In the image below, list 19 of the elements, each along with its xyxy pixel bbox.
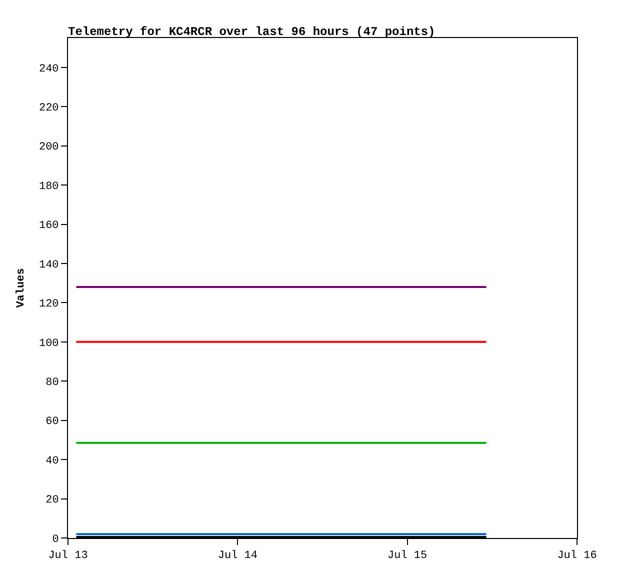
y-tick-label: 0 [52,534,59,546]
y-tick-label: 60 [46,416,59,428]
y-axis-title: Values [16,268,28,308]
y-tick-label: 40 [46,455,59,468]
x-tick-label: Jul 13 [48,550,88,562]
y-tick-label: 120 [38,298,59,311]
y-tick-label: 180 [38,180,59,193]
y-tick-label: 100 [38,338,59,350]
x-tick-label: Jul 14 [218,550,258,562]
y-tick-label: 220 [38,102,59,114]
chart-title: Telemetry for KC4RCR over last 96 hours (47 points) [68,25,436,40]
y-tick-label: 80 [46,376,59,389]
y-tick-label: 200 [38,142,59,154]
y-tick-label: 240 [38,63,59,76]
x-tick-label: Jul 15 [388,550,428,562]
x-tick-label: Jul 16 [557,550,597,562]
y-tick-label: 140 [38,259,59,272]
y-tick-label: 160 [38,220,59,232]
y-tick-label: 20 [46,494,59,507]
